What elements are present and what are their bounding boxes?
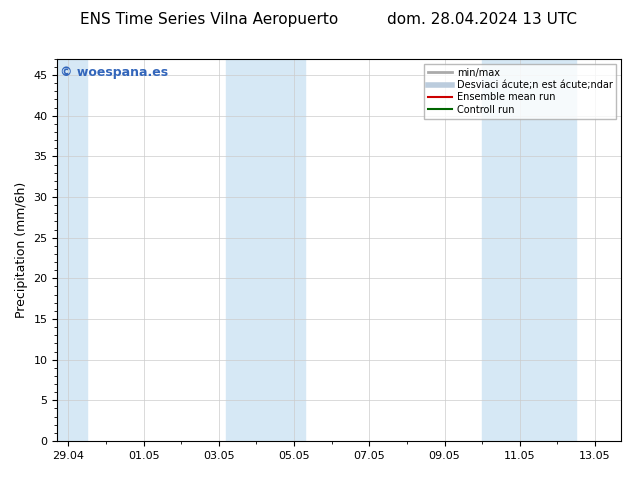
Text: dom. 28.04.2024 13 UTC: dom. 28.04.2024 13 UTC <box>387 12 577 27</box>
Y-axis label: Precipitation (mm/6h): Precipitation (mm/6h) <box>15 182 28 318</box>
Text: ENS Time Series Vilna Aeropuerto: ENS Time Series Vilna Aeropuerto <box>80 12 339 27</box>
Bar <box>482 59 576 441</box>
Bar <box>226 59 306 441</box>
Bar <box>57 59 87 441</box>
Text: © woespana.es: © woespana.es <box>60 67 168 79</box>
Legend: min/max, Desviaci ácute;n est ácute;ndar, Ensemble mean run, Controll run: min/max, Desviaci ácute;n est ácute;ndar… <box>424 64 616 119</box>
